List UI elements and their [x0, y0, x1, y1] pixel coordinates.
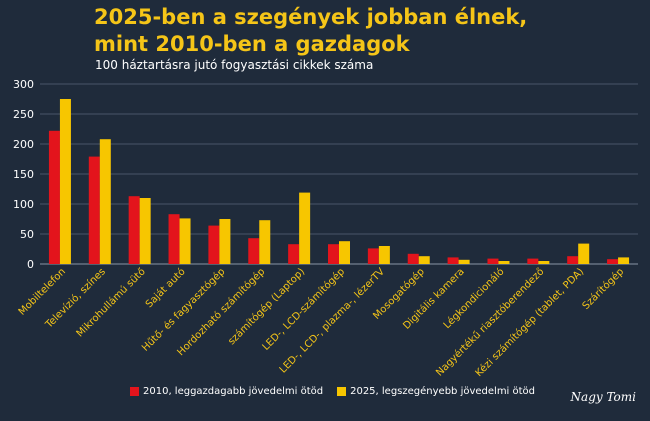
bar-2025-13 [578, 243, 590, 264]
legend-item-2025: 2025, legszegényebb jövedelmi ötöd [337, 386, 535, 397]
bar-2010-10 [447, 257, 459, 264]
legend-label-2010: 2010, leggazdagabb jövedelmi ötöd [143, 386, 324, 397]
bar-2010-14 [607, 259, 619, 264]
x-tick-label: Hűtő- és fagyasztógép [139, 266, 227, 354]
y-tick-label: 50 [20, 228, 34, 241]
legend-swatch-2010 [130, 387, 139, 396]
x-tick-label: LED-, LCD-számítógép [260, 266, 347, 353]
y-tick-label: 200 [13, 138, 34, 151]
y-tick-label: 300 [13, 78, 34, 91]
x-tick-label: Mikrohullámú sütő [74, 266, 148, 340]
x-tick-label: számítógép (Laptop) [226, 266, 308, 348]
bar-2025-6 [299, 192, 311, 264]
x-tick-label: Saját autó [143, 266, 188, 311]
bar-2010-1 [88, 156, 100, 264]
bar-2010-9 [407, 253, 419, 264]
bar-2010-12 [527, 258, 539, 264]
bar-2025-10 [458, 259, 470, 264]
legend-item-2010: 2010, leggazdagabb jövedelmi ötöd [130, 386, 323, 397]
bar-2025-14 [618, 257, 630, 264]
bar-2025-0 [59, 99, 71, 264]
bar-2025-8 [378, 246, 390, 264]
bar-2010-11 [487, 258, 499, 264]
bar-2025-3 [179, 218, 191, 264]
title-line-2: mint 2010-ben a gazdagok [94, 32, 410, 56]
bar-2025-1 [99, 139, 111, 264]
title-line-1: 2025-ben a szegények jobban élnek, [94, 5, 528, 29]
bar-2010-2 [128, 196, 140, 264]
x-tick-label: Szárítógép [580, 266, 626, 312]
bar-2025-2 [139, 198, 151, 264]
bar-2025-7 [339, 241, 350, 264]
bars [48, 99, 630, 264]
y-tick-label: 150 [13, 168, 34, 181]
bar-2025-9 [418, 256, 430, 264]
bar-2025-11 [498, 261, 510, 264]
legend-swatch-2025 [337, 387, 347, 396]
y-axis-ticks: 0 50 100 150 200 250 300 [13, 78, 34, 271]
bar-2025-12 [538, 261, 550, 264]
bar-2010-3 [168, 214, 180, 264]
y-tick-label: 100 [13, 198, 34, 211]
bar-2010-8 [367, 248, 379, 264]
legend: 2010, leggazdagabb jövedelmi ötöd 2025, … [130, 386, 535, 397]
author-signature: Nagy Tomi [570, 390, 636, 404]
bar-2010-7 [328, 244, 339, 264]
y-tick-label: 250 [13, 108, 34, 121]
bar-2010-5 [248, 238, 260, 264]
bar-2010-6 [288, 244, 300, 264]
bar-2010-0 [48, 130, 60, 264]
chart-title: 2025-ben a szegények jobban élnek, mint … [94, 4, 614, 58]
chart-subtitle: 100 háztartásra jutó fogyasztási cikkek … [95, 58, 374, 72]
y-tick-label: 0 [27, 258, 34, 271]
bar-2025-5 [259, 220, 271, 264]
bar-2010-13 [567, 256, 579, 264]
bar-2010-4 [208, 225, 220, 264]
legend-label-2025: 2025, legszegényebb jövedelmi ötöd [350, 386, 536, 397]
bar-2025-4 [219, 219, 231, 264]
